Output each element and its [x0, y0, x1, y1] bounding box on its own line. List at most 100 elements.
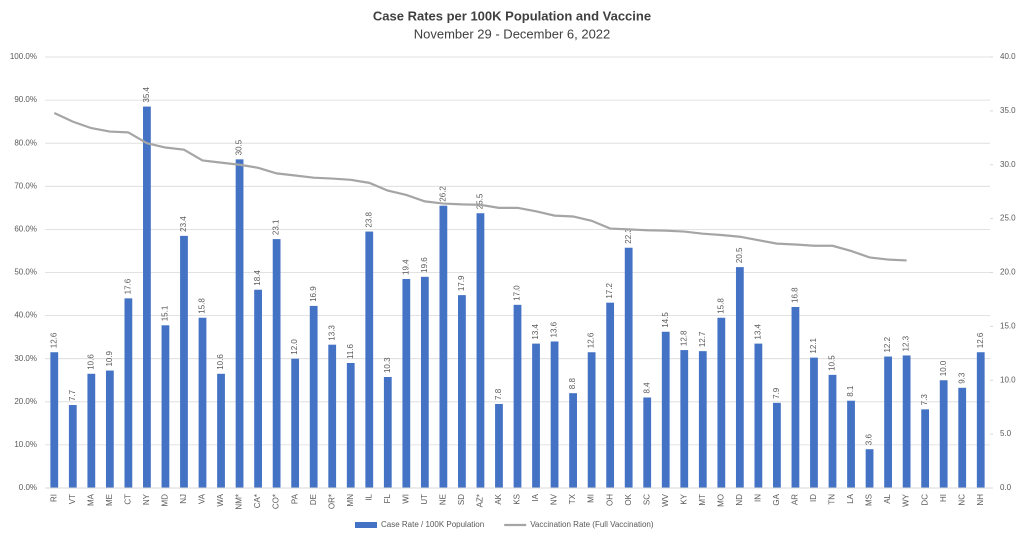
x-tick-label: MT — [698, 494, 707, 506]
x-tick-label: OK — [624, 493, 633, 505]
bar — [717, 317, 726, 488]
data-label: 13.6 — [550, 321, 559, 337]
bar — [495, 403, 503, 488]
x-tick-label: TN — [828, 494, 837, 505]
data-label: 25.5 — [476, 193, 485, 209]
legend-label: Case Rate / 100K Population — [381, 520, 484, 529]
x-tick-label: AL — [883, 493, 892, 503]
chart-title: Case Rates per 100K Population and Vacci… — [373, 8, 651, 23]
data-label: 12.6 — [976, 332, 985, 348]
x-tick-label: VA — [198, 493, 207, 504]
x-tick-label: AR — [791, 494, 800, 505]
y-tick-label: 60.0% — [14, 225, 37, 234]
bar — [365, 231, 374, 488]
data-label: 23.1 — [272, 219, 281, 235]
y-tick-label: 40.0% — [14, 311, 37, 320]
data-label: 19.6 — [420, 257, 429, 273]
bar — [254, 289, 262, 488]
x-tick-label: NJ — [179, 494, 188, 504]
x-tick-label: DC — [920, 494, 929, 506]
x-tick-label: MO — [716, 494, 725, 507]
data-label: 10.3 — [383, 357, 392, 373]
data-label: 13.4 — [531, 323, 540, 339]
bar — [865, 449, 874, 488]
bar — [439, 205, 448, 488]
data-label: 18.4 — [253, 270, 262, 286]
x-tick-label: NV — [550, 493, 559, 505]
x-tick-label: CO* — [272, 494, 281, 509]
bar — [68, 405, 77, 488]
bar — [773, 402, 781, 488]
data-label: 35.4 — [142, 86, 151, 102]
data-label: 10.6 — [216, 354, 225, 370]
x-tick-label: WY — [902, 493, 911, 507]
y2-tick-label: 5.0 — [1000, 429, 1012, 438]
x-tick-label: MI — [587, 494, 596, 503]
bar — [458, 295, 466, 488]
x-tick-label: VT — [68, 494, 77, 504]
y2-tick-label: 35.0 — [1000, 106, 1016, 115]
data-label: 12.1 — [809, 338, 818, 354]
data-label: 10.9 — [105, 350, 114, 366]
data-label: 10.0 — [939, 360, 948, 376]
y2-tick-label: 25.0 — [1000, 214, 1016, 223]
data-label: 13.4 — [753, 323, 762, 339]
x-tick-label: NY — [142, 493, 151, 505]
x-tick-label: WA — [216, 493, 225, 506]
bar — [143, 106, 151, 488]
data-label: 9.3 — [957, 372, 966, 384]
y-tick-label: 90.0% — [14, 95, 37, 104]
bar — [661, 331, 670, 488]
x-tick-label: LA — [846, 493, 855, 503]
data-label: 10.5 — [828, 355, 837, 371]
bar — [976, 352, 985, 488]
x-tick-label: RI — [49, 494, 58, 502]
bar — [735, 267, 744, 488]
x-tick-label: NC — [957, 494, 966, 506]
x-tick-label: KS — [513, 494, 522, 505]
data-label: 10.6 — [86, 354, 95, 370]
data-label: 12.6 — [49, 332, 58, 348]
x-tick-label: GA — [772, 493, 781, 505]
bar — [198, 317, 207, 488]
y2-tick-label: 10.0 — [1000, 375, 1016, 384]
bar — [87, 373, 96, 488]
y-tick-label: 10.0% — [14, 440, 37, 449]
bar — [161, 325, 170, 488]
x-tick-label: AK — [494, 493, 503, 504]
bar — [810, 357, 818, 488]
x-tick-label: WV — [661, 493, 670, 507]
x-tick-label: NH — [976, 494, 985, 506]
y2-tick-label: 30.0 — [1000, 160, 1016, 169]
data-label: 22.3 — [624, 228, 633, 244]
data-label: 16.9 — [309, 286, 318, 302]
bar — [513, 304, 522, 488]
data-label: 15.1 — [161, 305, 170, 321]
bar — [476, 213, 485, 489]
data-label: 26.2 — [438, 186, 447, 202]
bar — [921, 409, 930, 488]
bar — [902, 355, 911, 488]
data-label: 7.3 — [920, 394, 929, 406]
bar — [180, 235, 188, 488]
data-label: 17.0 — [513, 285, 522, 301]
bar — [828, 374, 837, 488]
y2-tick-label: 15.0 — [1000, 321, 1016, 330]
data-label: 12.7 — [698, 331, 707, 347]
bar — [402, 278, 411, 488]
legend-label: Vaccination Rate (Full Vaccination) — [530, 520, 654, 529]
x-tick-label: SC — [642, 494, 651, 505]
y-tick-label: 50.0% — [14, 268, 37, 277]
bar — [124, 298, 133, 488]
bar — [698, 351, 707, 488]
data-label: 12.2 — [883, 336, 892, 352]
y-tick-label: 80.0% — [14, 138, 37, 147]
bar — [754, 343, 763, 488]
bar — [328, 344, 337, 488]
data-label: 12.3 — [902, 335, 911, 351]
data-label: 8.4 — [642, 382, 651, 394]
y-tick-label: 0.0% — [19, 483, 37, 492]
data-label: 16.8 — [791, 287, 800, 303]
bar — [217, 373, 225, 488]
